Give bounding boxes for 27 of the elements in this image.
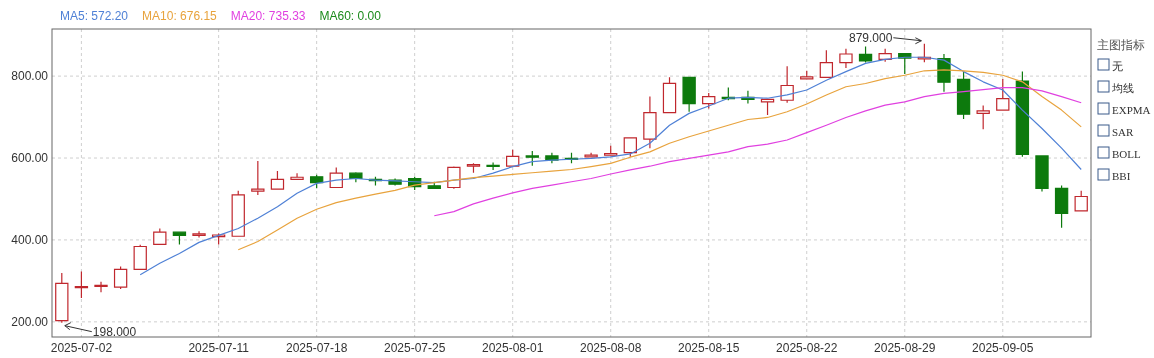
y-tick-label: 600.00 — [11, 151, 49, 166]
annotation: 879.000 — [848, 30, 893, 45]
y-tick-label: 800.00 — [11, 69, 49, 84]
text: 无 — [1112, 60, 1123, 72]
x-tick-label: 2025-07-18 — [285, 341, 348, 355]
y-tick-label: 400.00 — [11, 232, 49, 247]
x-tick-label: 2025-08-22 — [776, 341, 838, 355]
x-tick-label: 2025-08-01 — [481, 341, 544, 355]
y-tick-label: 200.00 — [11, 314, 49, 329]
x-tick-label: 2025-07-11 — [188, 341, 250, 355]
x-tick-label: 2025-07-02 — [50, 341, 113, 355]
text: MA20: 735.33 — [230, 9, 306, 23]
text: EXPMA — [1112, 104, 1151, 116]
x-tick-label: 2025-08-08 — [580, 341, 642, 355]
x-tick-label: 2025-08-15 — [678, 341, 740, 355]
x-tick-label: 2025-08-29 — [874, 341, 936, 355]
text: MA10: 676.15 — [142, 9, 218, 23]
text: BBI — [1112, 170, 1131, 182]
text: 均线 — [1111, 82, 1134, 94]
text: 主图指标 — [1097, 38, 1145, 52]
x-tick-label: 2025-09-05 — [972, 341, 1034, 355]
text: MA5: 572.20 — [60, 9, 129, 23]
x-tick-label: 2025-07-25 — [383, 341, 446, 355]
annotation: 198.000 — [92, 324, 137, 339]
text: BOLL — [1112, 148, 1141, 160]
text: SAR — [1112, 126, 1135, 138]
legend-label: MA60: 0.00 — [319, 9, 382, 23]
